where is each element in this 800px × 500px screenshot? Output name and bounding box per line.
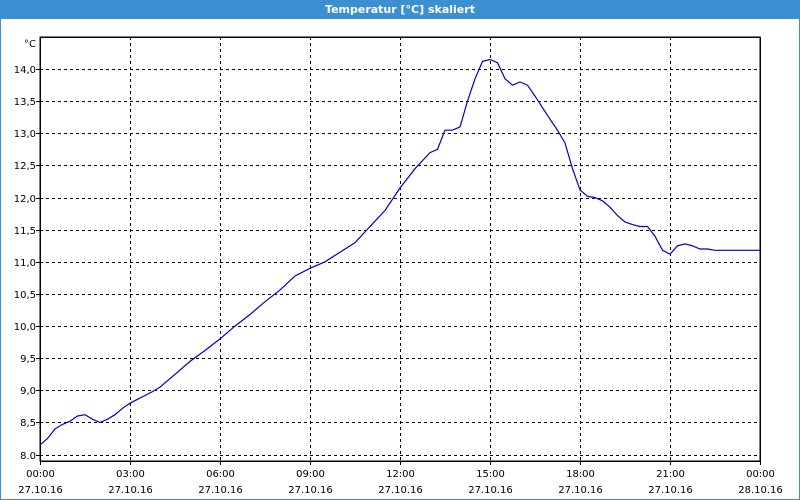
- y-tick-label: 8,5: [20, 418, 36, 429]
- plot-frame: [40, 37, 761, 462]
- x-tick-label-time: 12:00: [386, 469, 415, 480]
- y-tick-label: 8.0: [20, 451, 36, 462]
- x-tick-label-date: 27.10.16: [198, 485, 243, 496]
- y-tick-label: 10,0: [14, 322, 36, 333]
- x-tick-label-time: 09:00: [296, 469, 325, 480]
- y-tick-label: 9,0: [20, 386, 36, 397]
- y-tick-label: 9,5: [20, 354, 36, 365]
- x-tick-label-date: 27.10.16: [468, 485, 513, 496]
- y-tick-label: 14,0: [14, 65, 36, 76]
- window-title: Temperatur [°C] skaliert: [1, 1, 799, 19]
- x-tick-label-date: 27.10.16: [558, 485, 603, 496]
- y-tick-label: 11,0: [14, 258, 36, 269]
- y-tick-label: 13,5: [14, 97, 36, 108]
- x-tick-label-time: 00:00: [746, 469, 775, 480]
- x-tick-label-time: 03:00: [116, 469, 145, 480]
- y-axis-label: °C: [24, 39, 36, 50]
- y-tick-label: 10,5: [14, 290, 36, 301]
- x-tick-label-time: 15:00: [476, 469, 505, 480]
- x-tick-label-date: 27.10.16: [378, 485, 423, 496]
- y-tick-label: 12,0: [14, 194, 36, 205]
- x-tick-label-date: 27.10.16: [648, 485, 693, 496]
- x-tick-label-time: 06:00: [206, 469, 235, 480]
- x-tick-label-time: 18:00: [566, 469, 595, 480]
- temperature-series-line: [39, 58, 760, 446]
- x-tick-label-date: 27.10.16: [18, 485, 63, 496]
- x-tick-label-date: 27.10.16: [108, 485, 153, 496]
- x-tick-label-time: 00:00: [26, 469, 55, 480]
- y-tick-label: 13,0: [14, 129, 36, 140]
- y-tick-label: 12,5: [14, 161, 36, 172]
- y-tick-label: 11,5: [14, 226, 36, 237]
- x-tick-label-date: 27.10.16: [288, 485, 333, 496]
- x-tick-label-time: 21:00: [656, 469, 685, 480]
- x-tick-label-date: 28.10.16: [738, 485, 783, 496]
